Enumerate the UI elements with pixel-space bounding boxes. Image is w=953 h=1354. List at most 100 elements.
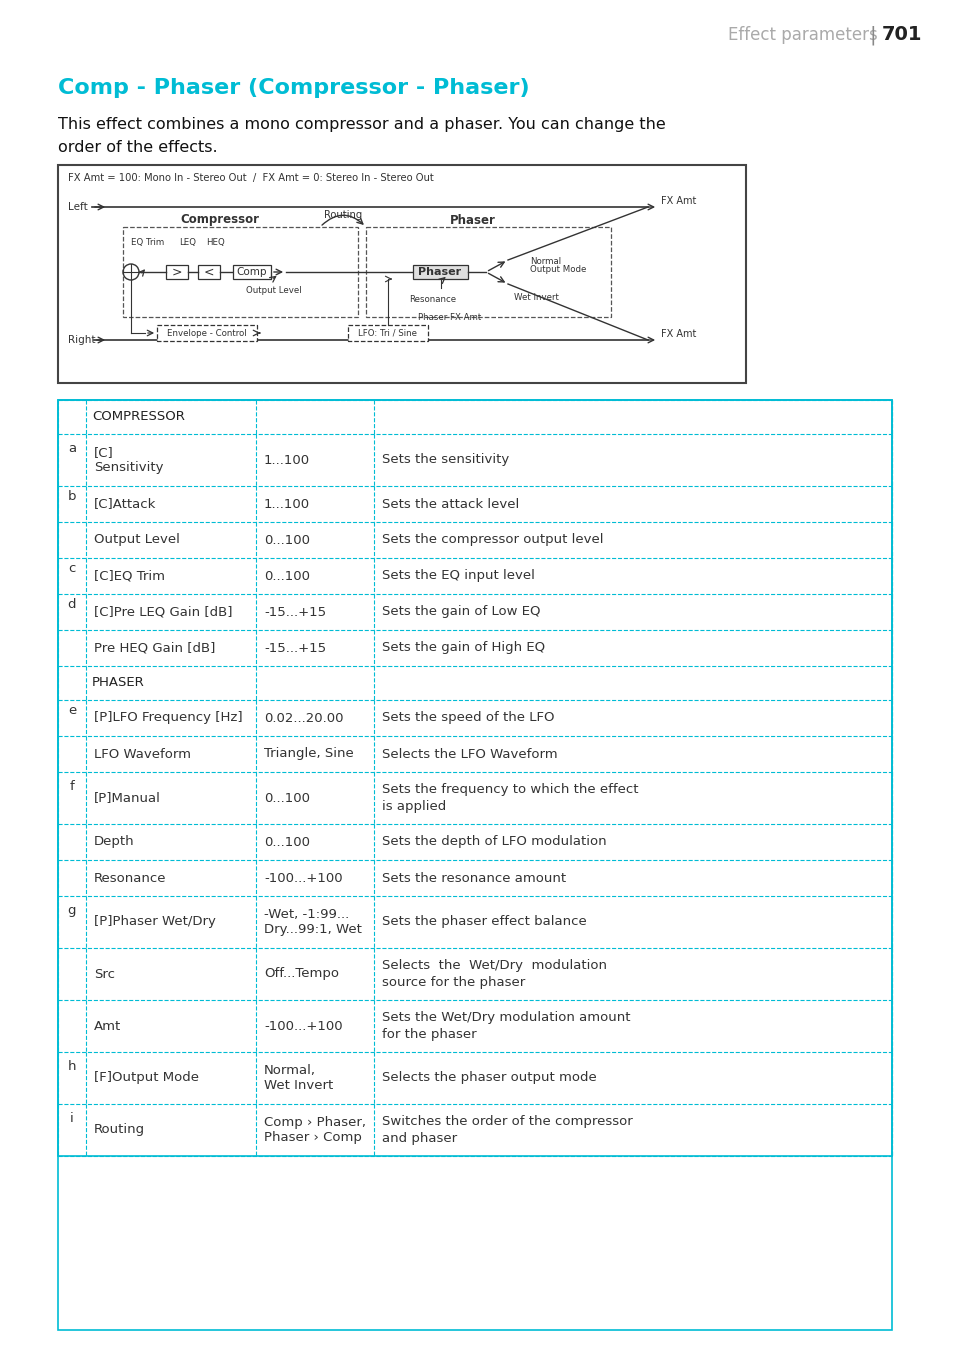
Text: Sets the phaser effect balance: Sets the phaser effect balance bbox=[381, 915, 586, 929]
Text: 1...100: 1...100 bbox=[264, 454, 310, 467]
Text: [C]EQ Trim: [C]EQ Trim bbox=[94, 570, 165, 582]
Text: Routing: Routing bbox=[323, 210, 362, 219]
Text: Routing: Routing bbox=[94, 1124, 145, 1136]
Text: Output Mode: Output Mode bbox=[530, 264, 586, 274]
Text: g: g bbox=[68, 904, 76, 917]
Bar bbox=[58, 165, 745, 383]
Text: Comp: Comp bbox=[236, 267, 267, 278]
Text: Selects  the  Wet/Dry  modulation: Selects the Wet/Dry modulation bbox=[381, 959, 606, 972]
Text: Switches the order of the compressor: Switches the order of the compressor bbox=[381, 1114, 632, 1128]
Text: Sets the Wet/Dry modulation amount: Sets the Wet/Dry modulation amount bbox=[381, 1010, 630, 1024]
Text: order of the effects.: order of the effects. bbox=[58, 141, 217, 156]
Text: LFO: Tri / Sine: LFO: Tri / Sine bbox=[358, 329, 417, 337]
Text: Off...Tempo: Off...Tempo bbox=[264, 968, 338, 980]
Text: |: | bbox=[869, 26, 876, 45]
Text: -Wet, -1:99...: -Wet, -1:99... bbox=[264, 907, 349, 921]
Text: Phaser FX Amt: Phaser FX Amt bbox=[417, 313, 480, 322]
Text: Left: Left bbox=[68, 202, 88, 213]
Bar bbox=[198, 265, 220, 279]
Text: Sets the EQ input level: Sets the EQ input level bbox=[381, 570, 535, 582]
Text: Sets the gain of Low EQ: Sets the gain of Low EQ bbox=[381, 605, 540, 619]
Bar bbox=[58, 399, 891, 1156]
Text: source for the phaser: source for the phaser bbox=[381, 976, 525, 990]
Bar bbox=[233, 265, 271, 279]
Text: Normal,: Normal, bbox=[264, 1064, 315, 1076]
Text: Depth: Depth bbox=[94, 835, 134, 849]
Text: 0...100: 0...100 bbox=[264, 835, 310, 849]
Text: Effect parameters: Effect parameters bbox=[727, 26, 877, 43]
Text: HEQ: HEQ bbox=[207, 238, 225, 246]
Text: Amt: Amt bbox=[94, 1020, 121, 1033]
Text: Resonance: Resonance bbox=[94, 872, 167, 884]
Text: 0...100: 0...100 bbox=[264, 792, 310, 804]
Text: a: a bbox=[68, 441, 76, 455]
Bar bbox=[366, 227, 610, 317]
Text: Phaser › Comp: Phaser › Comp bbox=[264, 1132, 361, 1144]
Text: Sets the speed of the LFO: Sets the speed of the LFO bbox=[381, 711, 554, 724]
Text: Comp › Phaser,: Comp › Phaser, bbox=[264, 1116, 366, 1129]
Text: c: c bbox=[69, 562, 75, 574]
Text: i: i bbox=[71, 1112, 73, 1125]
Text: b: b bbox=[68, 490, 76, 502]
Text: [F]Output Mode: [F]Output Mode bbox=[94, 1071, 199, 1085]
Text: Output Level: Output Level bbox=[246, 286, 301, 295]
Text: COMPRESSOR: COMPRESSOR bbox=[91, 410, 185, 424]
Text: is applied: is applied bbox=[381, 800, 446, 814]
Text: Sets the resonance amount: Sets the resonance amount bbox=[381, 872, 565, 884]
Text: Wet Invert: Wet Invert bbox=[514, 292, 558, 302]
Bar bbox=[413, 265, 468, 279]
Text: Right: Right bbox=[68, 334, 95, 345]
Text: Sets the attack level: Sets the attack level bbox=[381, 497, 518, 510]
Text: d: d bbox=[68, 597, 76, 611]
Text: Output Level: Output Level bbox=[94, 533, 180, 547]
Text: [C]Attack: [C]Attack bbox=[94, 497, 156, 510]
Text: Phaser: Phaser bbox=[450, 214, 496, 226]
Text: -15...+15: -15...+15 bbox=[264, 605, 326, 619]
Text: for the phaser: for the phaser bbox=[381, 1028, 476, 1041]
Bar bbox=[123, 227, 357, 317]
Text: LFO Waveform: LFO Waveform bbox=[94, 747, 191, 761]
Text: FX Amt: FX Amt bbox=[660, 329, 696, 338]
Text: >: > bbox=[172, 265, 182, 279]
Text: EQ Trim: EQ Trim bbox=[132, 238, 165, 246]
Text: Sets the gain of High EQ: Sets the gain of High EQ bbox=[381, 642, 544, 654]
Bar bbox=[348, 325, 428, 341]
Text: 0...100: 0...100 bbox=[264, 533, 310, 547]
Text: and phaser: and phaser bbox=[381, 1132, 456, 1145]
Text: FX Amt = 100: Mono In - Stereo Out  /  FX Amt = 0: Stereo In - Stereo Out: FX Amt = 100: Mono In - Stereo Out / FX … bbox=[68, 173, 434, 183]
Text: f: f bbox=[70, 780, 74, 793]
Text: Dry...99:1, Wet: Dry...99:1, Wet bbox=[264, 923, 361, 937]
Text: [P]Manual: [P]Manual bbox=[94, 792, 161, 804]
Text: [P]LFO Frequency [Hz]: [P]LFO Frequency [Hz] bbox=[94, 711, 242, 724]
Text: -15...+15: -15...+15 bbox=[264, 642, 326, 654]
Text: e: e bbox=[68, 704, 76, 716]
Bar bbox=[58, 399, 891, 1330]
Text: FX Amt: FX Amt bbox=[660, 196, 696, 206]
Text: 1...100: 1...100 bbox=[264, 497, 310, 510]
Text: Normal: Normal bbox=[530, 256, 560, 265]
Text: Compressor: Compressor bbox=[180, 214, 259, 226]
Text: Sets the depth of LFO modulation: Sets the depth of LFO modulation bbox=[381, 835, 606, 849]
Text: Selects the LFO Waveform: Selects the LFO Waveform bbox=[381, 747, 558, 761]
Bar bbox=[166, 265, 188, 279]
Text: Src: Src bbox=[94, 968, 115, 980]
Text: LEQ: LEQ bbox=[179, 238, 196, 246]
Text: This effect combines a mono compressor and a phaser. You can change the: This effect combines a mono compressor a… bbox=[58, 118, 665, 133]
Text: Selects the phaser output mode: Selects the phaser output mode bbox=[381, 1071, 597, 1085]
Text: [C]: [C] bbox=[94, 445, 113, 459]
Text: Envelope - Control: Envelope - Control bbox=[167, 329, 247, 337]
Text: Sensitivity: Sensitivity bbox=[94, 462, 163, 474]
Text: h: h bbox=[68, 1060, 76, 1074]
Text: 0...100: 0...100 bbox=[264, 570, 310, 582]
Text: Wet Invert: Wet Invert bbox=[264, 1079, 333, 1093]
Text: Phaser: Phaser bbox=[418, 267, 461, 278]
Text: [C]Pre LEQ Gain [dB]: [C]Pre LEQ Gain [dB] bbox=[94, 605, 233, 619]
Text: 701: 701 bbox=[882, 26, 922, 45]
Text: -100...+100: -100...+100 bbox=[264, 872, 342, 884]
Text: Triangle, Sine: Triangle, Sine bbox=[264, 747, 354, 761]
Text: [P]Phaser Wet/Dry: [P]Phaser Wet/Dry bbox=[94, 915, 215, 929]
Text: PHASER: PHASER bbox=[91, 677, 145, 689]
Text: Sets the frequency to which the effect: Sets the frequency to which the effect bbox=[381, 783, 638, 796]
Text: Comp - Phaser (Compressor - Phaser): Comp - Phaser (Compressor - Phaser) bbox=[58, 79, 529, 97]
Text: -100...+100: -100...+100 bbox=[264, 1020, 342, 1033]
